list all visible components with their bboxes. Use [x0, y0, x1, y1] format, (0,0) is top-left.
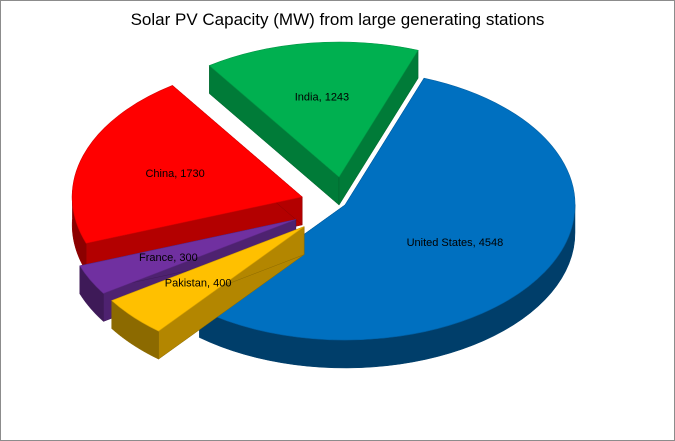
data-label-pakistan: Pakistan, 400 — [165, 278, 232, 290]
pie-slice-pakistan — [111, 226, 305, 360]
data-label-china: China, 1730 — [145, 168, 204, 180]
data-label-united-states: United States, 4548 — [407, 237, 504, 249]
data-label-india: India, 1243 — [295, 92, 349, 104]
pie-slice-india — [208, 41, 419, 206]
chart-title: Solar PV Capacity (MW) from large genera… — [130, 10, 545, 29]
data-label-france: France, 300 — [139, 252, 198, 264]
